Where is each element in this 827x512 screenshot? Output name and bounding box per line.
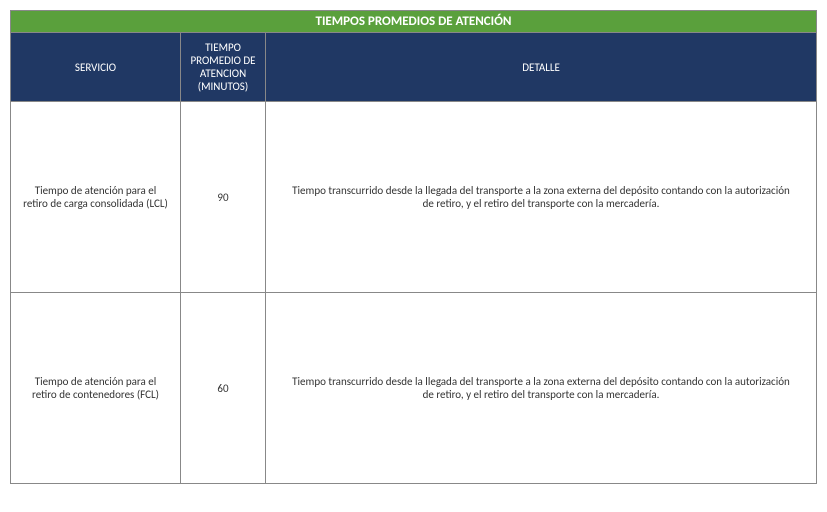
cell-tiempo: 90 (181, 102, 266, 292)
attention-times-table: TIEMPOS PROMEDIOS DE ATENCIÓN SERVICIO T… (10, 10, 817, 484)
table-row: Tiempo de atención para el retiro de car… (11, 101, 816, 292)
header-tiempo: TIEMPO PROMEDIO DE ATENCION (MINUTOS) (181, 33, 266, 101)
table-row: Tiempo de atención para el retiro de con… (11, 292, 816, 483)
cell-detalle: Tiempo transcurrido desde la llegada del… (266, 102, 816, 292)
cell-tiempo: 60 (181, 293, 266, 483)
table-title: TIEMPOS PROMEDIOS DE ATENCIÓN (11, 11, 816, 33)
table-header-row: SERVICIO TIEMPO PROMEDIO DE ATENCION (MI… (11, 33, 816, 101)
header-detalle: DETALLE (266, 33, 816, 101)
cell-servicio: Tiempo de atención para el retiro de car… (11, 102, 181, 292)
header-servicio: SERVICIO (11, 33, 181, 101)
cell-detalle: Tiempo transcurrido desde la llegada del… (266, 293, 816, 483)
cell-servicio: Tiempo de atención para el retiro de con… (11, 293, 181, 483)
